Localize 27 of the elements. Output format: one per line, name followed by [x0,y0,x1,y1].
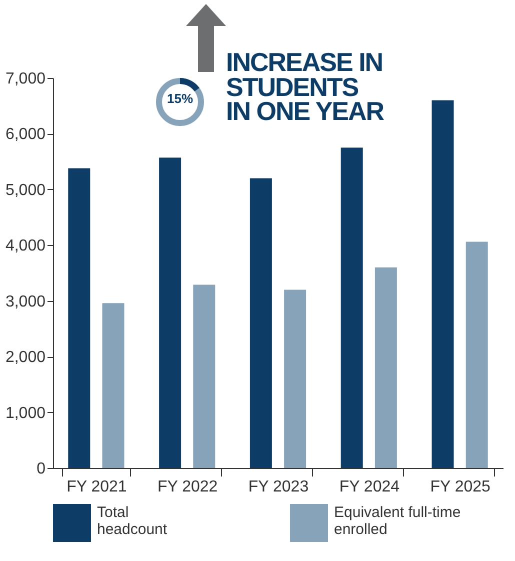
bar [68,168,90,468]
bar [432,100,454,468]
bar [250,178,272,468]
y-tick-label: 7,000 [5,70,46,88]
y-tick-label: 5,000 [5,182,46,199]
y-tick-label: 3,000 [5,293,46,310]
x-tick-label: FY 2024 [339,478,400,496]
bar [466,242,488,468]
y-tick-label: 2,000 [5,349,46,366]
x-tick-label: FY 2021 [66,478,127,496]
bar [374,267,397,468]
text: Total headcount [97,504,168,538]
text: Equivalent full-time enrolled [334,504,462,538]
y-tick-label: 1,000 [5,404,46,422]
x-tick-label: FY 2025 [430,478,491,496]
y-tick-label: 6,000 [5,126,46,144]
bar [102,303,124,468]
annotation: 15% [166,91,194,106]
annotation: INCREASE IN STUDENTS IN ONE YEAR [226,47,384,126]
x-tick-label: FY 2023 [248,478,309,496]
y-tick-label: 0 [36,460,46,478]
bar [193,284,216,468]
bar [284,290,306,468]
x-tick-label: FY 2022 [157,478,218,496]
bar [159,158,182,468]
bar [340,148,363,468]
y-tick-label: 4,000 [5,238,46,255]
